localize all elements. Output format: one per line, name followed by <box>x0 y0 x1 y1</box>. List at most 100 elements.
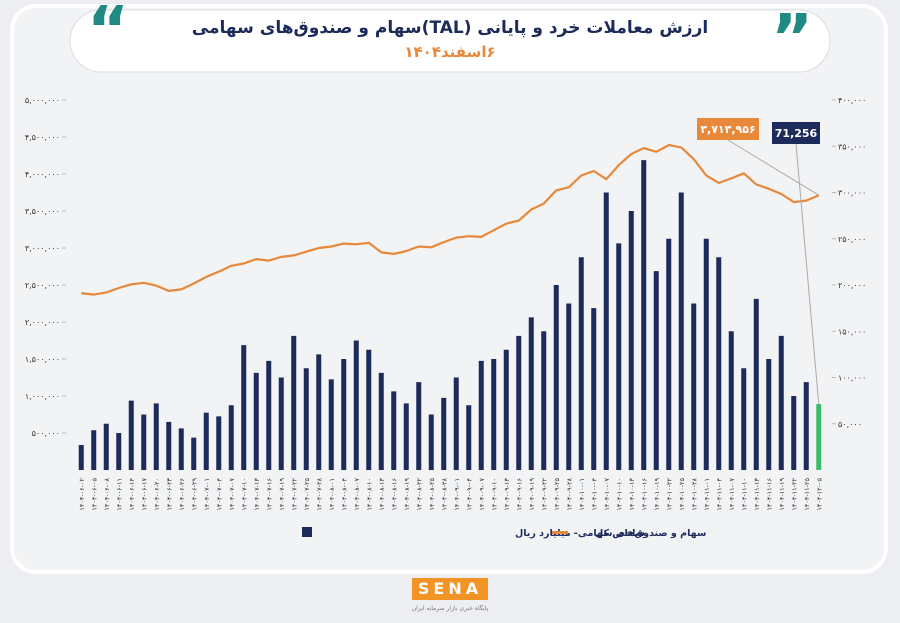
x-tick-label: ۱۴۰۴-۰۹-۲۵ <box>553 477 561 510</box>
bar <box>428 414 434 470</box>
bar <box>691 303 697 470</box>
bar <box>153 403 159 470</box>
bar <box>291 335 297 470</box>
x-tick-label: ۱۴۰۴-۰۹-۱۰ <box>490 478 498 511</box>
bar <box>103 423 109 470</box>
bar <box>353 340 359 470</box>
bar <box>453 377 459 470</box>
bar <box>766 359 772 470</box>
x-tick-label: ۱۴۰۴-۰۶-۲۳ <box>165 477 173 510</box>
x-tick-label: ۱۴۰۴-۱۲-۰۵ <box>815 477 823 510</box>
x-tick-label: ۱۴۰۴-۰۶-۰۲ <box>78 477 86 510</box>
value-label: ۳,۷۱۳,۹۵۶ <box>700 123 755 136</box>
bar <box>553 285 559 470</box>
x-tick-label: ۱۴۰۴-۱۰-۲۲ <box>665 477 673 510</box>
bar <box>441 397 447 470</box>
y2-tick-label: ۲۵۰,۰۰۰ <box>838 235 866 244</box>
x-tick-label: ۱۴۰۴-۰۷-۲۵ <box>303 477 311 510</box>
leader-line <box>727 139 820 196</box>
legend-swatch <box>552 531 568 534</box>
bar <box>728 331 734 470</box>
bar <box>116 433 122 470</box>
x-tick-label: ۱۴۰۴-۱۰-۱۹ <box>653 477 661 510</box>
bar <box>803 382 809 470</box>
x-tick-label: ۱۴۰۴-۰۹-۱۶ <box>515 478 523 511</box>
x-tick-label: ۱۴۰۴-۱۱-۱۹ <box>778 477 786 510</box>
y2-tick-label: ۵۰,۰۰۰ <box>838 420 862 429</box>
x-tick-label: ۱۴۰۴-۰۸-۰۴ <box>340 477 348 510</box>
x-tick-label: ۱۴۰۴-۰۷-۱۶ <box>265 478 273 511</box>
y-tick-label: ۴,۰۰۰,۰۰۰ <box>25 170 60 179</box>
x-tick-label: ۱۴۰۴-۰۹-۲۲ <box>540 477 548 510</box>
x-tick-label: ۱۴۰۴-۱۱-۱۰ <box>740 478 748 511</box>
bar <box>78 445 84 470</box>
bar <box>678 192 684 470</box>
x-tick-label: ۱۴۰۴-۱۰-۰۱ <box>578 478 586 511</box>
x-tick-label: ۱۴۰۴-۰۷-۰۷ <box>228 477 236 510</box>
x-tick-label: ۱۴۰۴-۰۹-۰۱ <box>453 478 461 511</box>
x-tick-label: ۱۴۰۴-۰۸-۱۰ <box>365 478 373 511</box>
x-tick-label: ۱۴۰۴-۰۷-۰۱ <box>203 478 211 511</box>
x-tick-label: ۱۴۰۴-۰۶-۲۶ <box>178 478 186 511</box>
y-tick-label: ۴,۵۰۰,۰۰۰ <box>25 133 60 142</box>
bar <box>341 359 347 470</box>
bar <box>503 349 509 470</box>
value-label-box <box>697 118 759 140</box>
bar <box>541 331 547 470</box>
x-tick-label: ۱۴۰۴-۱۰-۱۶ <box>640 478 648 511</box>
bar <box>228 405 234 470</box>
bar <box>616 243 622 470</box>
bar <box>703 238 709 470</box>
x-tick-label: ۱۴۰۴-۱۱-۱۶ <box>765 478 773 511</box>
y-tick-label: ۲,۵۰۰,۰۰۰ <box>25 281 60 290</box>
bar <box>191 437 197 470</box>
x-tick-label: ۱۴۰۴-۱۰-۲۸ <box>690 477 698 510</box>
x-tick-label: ۱۴۰۴-۰۷-۰۴ <box>215 477 223 510</box>
bar <box>203 412 209 470</box>
bar <box>253 372 259 470</box>
bar <box>516 335 522 470</box>
y2-tick-label: ۲۰۰,۰۰۰ <box>838 281 866 290</box>
value-label-box <box>772 122 820 144</box>
bar <box>328 379 334 470</box>
line <box>81 144 820 296</box>
chart-subtitle: ۶اسفند۱۴۰۴ <box>404 43 495 61</box>
y-tick-label: ۵۰۰,۰۰۰ <box>32 429 60 438</box>
x-tick-label: ۱۴۰۴-۰۸-۲۲ <box>415 477 423 510</box>
bar <box>91 430 97 470</box>
y-tick-label: ۳,۰۰۰,۰۰۰ <box>25 244 60 253</box>
bar <box>266 360 272 470</box>
x-tick-label: ۱۴۰۴-۰۸-۰۷ <box>353 477 361 510</box>
bar <box>753 298 759 470</box>
x-tick-label: ۱۴۰۴-۰۸-۱۳ <box>378 477 386 510</box>
x-tick-label: ۱۴۰۴-۰۷-۲۸ <box>315 477 323 510</box>
bar <box>816 404 822 470</box>
x-tick-label: ۱۴۰۴-۰۶-۰۸ <box>103 477 111 510</box>
logo-box <box>412 578 488 600</box>
x-tick-label: ۱۴۰۴-۰۸-۰۱ <box>328 478 336 511</box>
x-tick-label: ۱۴۰۴-۰۶-۱۷ <box>140 477 148 510</box>
bar <box>478 360 484 470</box>
y-tick-label: ۱,۰۰۰,۰۰۰ <box>25 392 60 401</box>
y-tick-label: ۳,۵۰۰,۰۰۰ <box>25 207 60 216</box>
x-tick-label: ۱۴۰۴-۱۱-۰۷ <box>728 477 736 510</box>
x-tick-label: ۱۴۰۴-۰۷-۱۹ <box>278 477 286 510</box>
x-tick-label: ۱۴۰۴-۰۸-۱۶ <box>390 478 398 511</box>
bar <box>641 160 647 470</box>
bar <box>741 368 747 470</box>
y2-tick-label: ۱۵۰,۰۰۰ <box>838 327 866 336</box>
bar <box>166 421 172 470</box>
x-tick-label: ۱۴۰۴-۰۶-۲۰ <box>153 478 161 511</box>
bar <box>653 271 659 470</box>
bar <box>591 308 597 470</box>
logo-tagline: پایگاه خبری بازار سرمایه ایران <box>412 604 489 612</box>
bar <box>716 257 722 470</box>
bar <box>366 349 372 470</box>
x-tick-label: ۱۴۰۴-۱۰-۰۴ <box>590 477 598 510</box>
bar <box>278 377 284 470</box>
x-tick-label: ۱۴۰۴-۱۰-۲۵ <box>678 477 686 510</box>
y2-tick-label: ۱۰۰,۰۰۰ <box>838 374 866 383</box>
x-tick-label: ۱۴۰۴-۰۹-۱۹ <box>528 477 536 510</box>
y-tick-label: ۲,۰۰۰,۰۰۰ <box>25 318 60 327</box>
x-tick-label: ۱۴۰۴-۰۶-۱۱ <box>115 478 123 511</box>
